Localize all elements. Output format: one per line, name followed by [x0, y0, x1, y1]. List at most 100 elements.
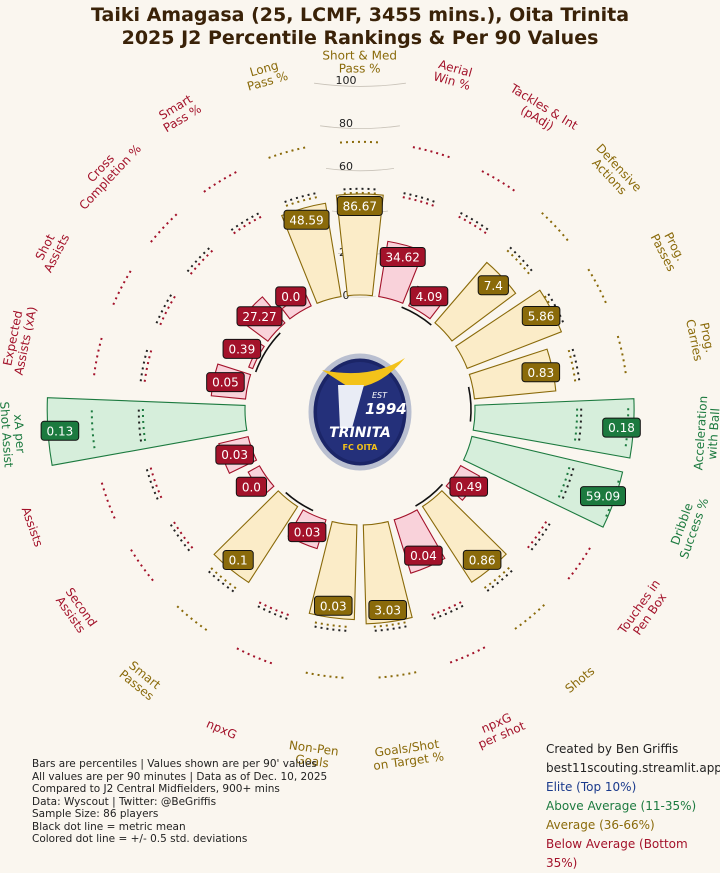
mean-dots — [486, 569, 513, 593]
std-dots — [377, 671, 417, 679]
mean-dots — [460, 212, 489, 231]
metric-label: npxGper shot — [471, 707, 528, 752]
value-label: 0.83 — [527, 366, 554, 380]
std-dots — [173, 521, 194, 549]
crest-sub: FC OITA — [343, 443, 379, 452]
metric-label: Assists — [19, 505, 46, 549]
value-box — [579, 486, 626, 507]
std-dots — [402, 196, 434, 207]
inner-arc — [285, 491, 314, 512]
std-dots — [141, 408, 147, 442]
metric-label: Shots — [562, 664, 597, 696]
mean-dots — [284, 192, 317, 203]
footnote-line: Bars are percentiles | Values shown are … — [32, 758, 317, 770]
radial-tick-label: 0 — [343, 289, 350, 302]
grid-ring — [343, 295, 377, 298]
metric-label: DribbleSuccess % — [665, 492, 712, 561]
metric-label: ExpectedAssists (xA) — [0, 303, 39, 377]
value-box — [222, 550, 254, 571]
value-box — [275, 286, 307, 307]
std-dots — [557, 466, 571, 498]
metric-label: Prog.Passes — [648, 226, 690, 274]
value-box — [521, 305, 561, 326]
value-box — [40, 420, 80, 441]
credit-legend: Created by Ben Griffis best11scouting.st… — [546, 740, 720, 873]
std-dots — [235, 646, 273, 665]
metric-label: npxG — [204, 717, 239, 742]
value-box — [379, 246, 426, 267]
metric-label: Tackles & Int(pAdj) — [500, 81, 580, 144]
metric-label: AerialWin % — [432, 57, 476, 93]
value-box — [477, 275, 509, 296]
std-dots — [513, 604, 545, 631]
value-box — [336, 195, 383, 216]
value-box — [462, 549, 502, 570]
mean-dots — [169, 523, 191, 552]
std-dots — [448, 646, 486, 665]
value-box — [287, 522, 327, 543]
std-dots — [412, 146, 452, 159]
grid-ring — [314, 82, 406, 87]
value-label: 5.86 — [528, 309, 555, 323]
std-dots — [100, 480, 116, 519]
std-dots — [541, 212, 570, 243]
metric-label: Accelerationwith Ball — [691, 395, 720, 471]
credit-author: Created by Ben Griffis — [546, 742, 679, 756]
std-dots — [587, 268, 608, 305]
std-dots — [506, 249, 530, 275]
credit-site: best11scouting.streamlit.app — [546, 761, 720, 775]
std-dots — [143, 350, 153, 382]
std-dots — [149, 467, 163, 499]
crest-year: 1994 — [365, 400, 407, 418]
std-dots — [203, 170, 239, 193]
value-label: 0.0 — [281, 290, 300, 304]
std-dots — [189, 249, 214, 275]
std-dots — [285, 196, 318, 207]
std-dots — [458, 215, 487, 235]
mean-dots — [530, 523, 551, 552]
value-box — [222, 338, 262, 359]
std-dots — [483, 566, 510, 589]
value-label: 59.09 — [586, 490, 620, 504]
mean-dots — [509, 246, 533, 272]
legend-average: Average (36-66%) — [546, 818, 655, 832]
inner-arc — [254, 332, 281, 373]
value-label: 0.18 — [608, 421, 635, 435]
crest-est: EST — [372, 391, 388, 400]
std-dots — [90, 408, 96, 449]
legend-above-average: Above Average (11-35%) — [546, 799, 697, 813]
inner-arc — [401, 306, 432, 326]
radial-tick-label: 80 — [339, 117, 353, 130]
metric-label: ShotAssists — [29, 226, 72, 275]
mean-dots — [547, 293, 565, 324]
std-dots — [303, 671, 344, 679]
bar — [335, 193, 384, 297]
value-label: 0.1 — [229, 554, 248, 568]
std-dots — [566, 547, 591, 581]
bar — [308, 520, 358, 621]
value-label: 0.39 — [228, 342, 255, 356]
bar — [472, 398, 635, 459]
mean-dots — [432, 604, 464, 620]
value-label: 86.67 — [343, 199, 377, 213]
value-label: 0.0 — [242, 480, 261, 494]
metric-label: CrossCompletion % — [67, 133, 144, 213]
crest-name: TRINITA — [329, 425, 391, 441]
chart-title-line1: Taiki Amagasa (25, LCMF, 3455 mins.), Oi… — [90, 4, 630, 26]
value-label: 0.86 — [469, 553, 496, 567]
value-label: 48.59 — [289, 213, 323, 227]
mean-dots — [343, 187, 377, 191]
metric-label: DefensiveActions — [584, 141, 645, 203]
value-label: 0.03 — [320, 599, 347, 613]
value-box — [521, 362, 561, 383]
value-label: 3.03 — [374, 603, 401, 617]
std-dots — [112, 269, 133, 306]
mean-dots — [230, 212, 260, 231]
std-dots — [150, 212, 179, 243]
mean-dots — [403, 192, 436, 203]
mean-dots — [561, 468, 575, 500]
value-box — [409, 286, 449, 307]
std-dots — [210, 567, 237, 590]
grid-ring — [320, 125, 400, 129]
value-label: 0.03 — [294, 526, 321, 540]
